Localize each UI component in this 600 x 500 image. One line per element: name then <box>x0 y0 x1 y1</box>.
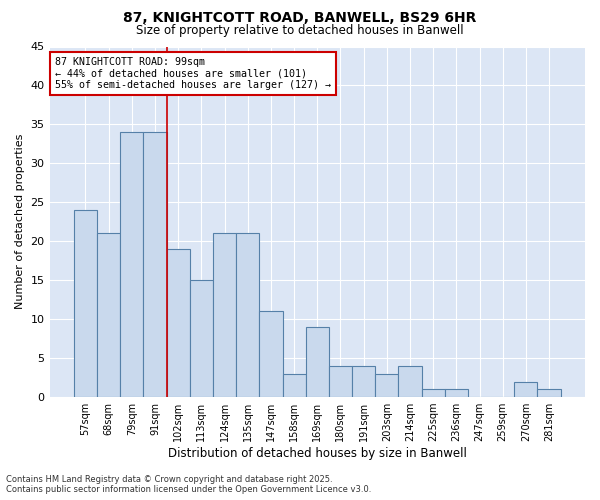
Bar <box>305 327 329 397</box>
Bar <box>167 249 190 397</box>
Bar <box>445 390 468 397</box>
Bar <box>422 390 445 397</box>
Bar <box>398 366 422 397</box>
Bar <box>259 312 283 397</box>
Text: 87, KNIGHTCOTT ROAD, BANWELL, BS29 6HR: 87, KNIGHTCOTT ROAD, BANWELL, BS29 6HR <box>124 11 476 25</box>
Bar <box>538 390 560 397</box>
Bar <box>352 366 375 397</box>
Text: Contains HM Land Registry data © Crown copyright and database right 2025.
Contai: Contains HM Land Registry data © Crown c… <box>6 474 371 494</box>
Bar <box>120 132 143 397</box>
Text: 87 KNIGHTCOTT ROAD: 99sqm
← 44% of detached houses are smaller (101)
55% of semi: 87 KNIGHTCOTT ROAD: 99sqm ← 44% of detac… <box>55 57 331 90</box>
Y-axis label: Number of detached properties: Number of detached properties <box>15 134 25 310</box>
Bar <box>190 280 213 397</box>
Bar <box>236 234 259 397</box>
Bar <box>74 210 97 397</box>
Bar <box>213 234 236 397</box>
Bar <box>514 382 538 397</box>
Bar <box>329 366 352 397</box>
Bar <box>97 234 120 397</box>
Text: Size of property relative to detached houses in Banwell: Size of property relative to detached ho… <box>136 24 464 37</box>
X-axis label: Distribution of detached houses by size in Banwell: Distribution of detached houses by size … <box>168 447 467 460</box>
Bar <box>375 374 398 397</box>
Bar <box>143 132 167 397</box>
Bar <box>283 374 305 397</box>
